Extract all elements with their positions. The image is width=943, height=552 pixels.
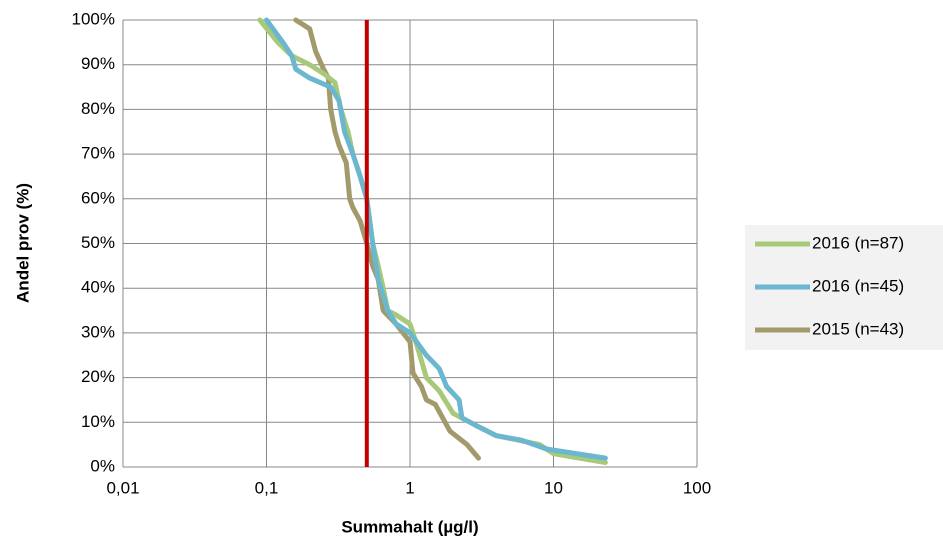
- y-tick-label: 0%: [90, 456, 115, 475]
- x-tick-label: 0,1: [255, 478, 279, 497]
- x-tick-label: 1: [405, 478, 414, 497]
- y-tick-label: 10%: [81, 412, 115, 431]
- legend-label: 2015 (n=43): [812, 319, 904, 338]
- x-axis-title: Summahalt (µg/l): [341, 517, 478, 536]
- y-tick-label: 20%: [81, 367, 115, 386]
- y-tick-label: 80%: [81, 99, 115, 118]
- x-tick-label: 10: [544, 478, 563, 497]
- x-tick-label: 0,01: [106, 478, 139, 497]
- y-tick-label: 40%: [81, 278, 115, 297]
- y-tick-label: 50%: [81, 233, 115, 252]
- y-tick-label: 30%: [81, 322, 115, 341]
- y-tick-label: 100%: [72, 9, 115, 28]
- y-axis-title: Andel prov (%): [13, 183, 32, 303]
- y-tick-label: 90%: [81, 54, 115, 73]
- x-tick-label: 100: [683, 478, 711, 497]
- series-line: [264, 17, 608, 461]
- y-tick-label: 70%: [81, 144, 115, 163]
- legend-label: 2016 (n=87): [812, 233, 904, 252]
- legend-label: 2016 (n=45): [812, 276, 904, 295]
- y-tick-label: 60%: [81, 188, 115, 207]
